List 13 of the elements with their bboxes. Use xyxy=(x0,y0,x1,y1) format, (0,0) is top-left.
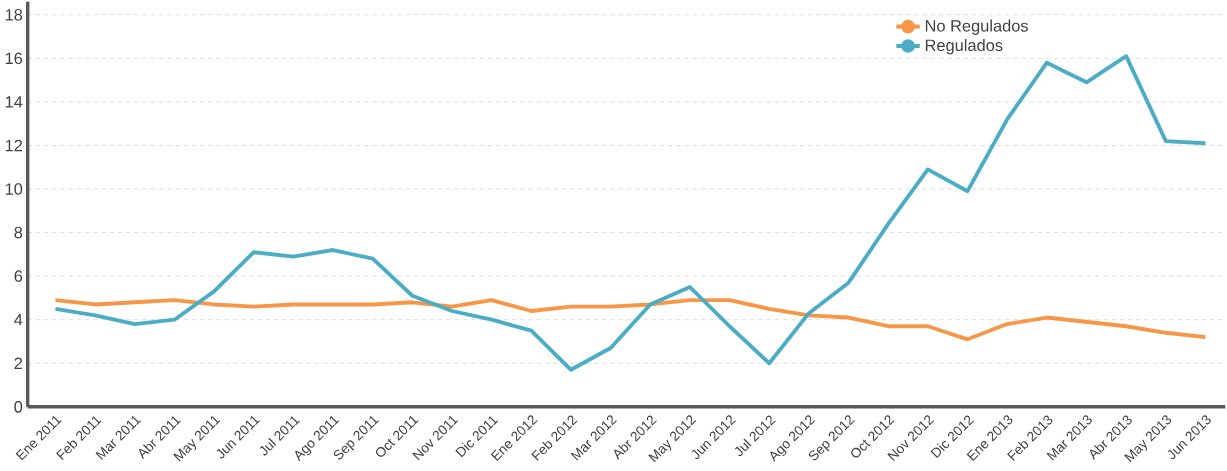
legend-label: No Regulados xyxy=(925,19,1028,35)
y-tick-label: 6 xyxy=(14,270,23,282)
y-tick-label: 10 xyxy=(5,183,23,195)
y-tick-label: 4 xyxy=(14,313,23,326)
line-series xyxy=(53,54,1208,372)
legend-label: Regulados xyxy=(925,38,1003,55)
y-tick-label: 12 xyxy=(5,139,23,152)
y-tick-label: 2 xyxy=(14,357,23,369)
y-tick-label: 0 xyxy=(14,400,23,413)
y-tick-label: 18 xyxy=(5,8,23,21)
y-tick-label: 14 xyxy=(5,96,23,108)
y-tick-label: 8 xyxy=(14,226,23,239)
y-tick-label: 16 xyxy=(5,52,23,64)
